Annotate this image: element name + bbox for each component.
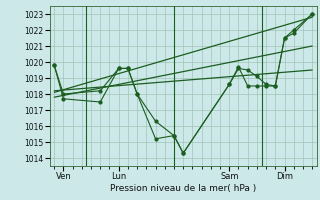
X-axis label: Pression niveau de la mer( hPa ): Pression niveau de la mer( hPa ) — [110, 184, 256, 193]
